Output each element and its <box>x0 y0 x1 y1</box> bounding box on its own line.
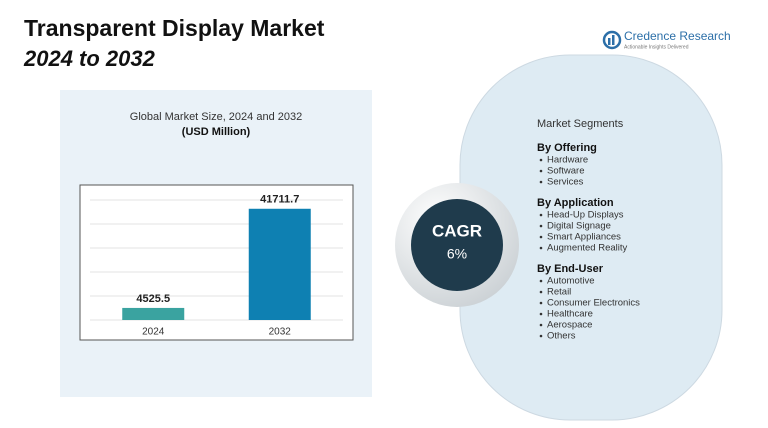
cagr-badge <box>411 199 503 291</box>
segment-item: Consumer Electronics <box>547 298 640 309</box>
bullet <box>539 323 543 327</box>
segment-item: Healthcare <box>547 309 593 320</box>
brand-name: Credence Research <box>624 29 731 43</box>
bullet <box>539 224 543 228</box>
bullet <box>539 290 543 294</box>
bar <box>248 208 311 320</box>
bullet <box>539 158 543 162</box>
bullet <box>539 334 543 338</box>
segment-item: Augmented Reality <box>547 243 628 254</box>
segment-item: Others <box>547 331 576 342</box>
cagr-value: 6% <box>447 246 467 262</box>
segment-item: Automotive <box>547 276 595 287</box>
x-tick-label: 2032 <box>269 327 292 338</box>
bullet <box>539 301 543 305</box>
bullet <box>539 246 543 250</box>
data-label: 41711.7 <box>260 194 299 206</box>
chart-title: Global Market Size, 2024 and 2032 <box>130 111 302 123</box>
segment-item: Software <box>547 166 585 177</box>
segment-item: Head-Up Displays <box>547 210 624 221</box>
segment-item: Retail <box>547 287 571 298</box>
data-label: 4525.5 <box>136 293 170 305</box>
bullet <box>539 180 543 184</box>
segment-heading: By End-User <box>537 263 604 275</box>
segment-item: Services <box>547 177 584 188</box>
bullet <box>539 235 543 239</box>
segment-item: Smart Appliances <box>547 232 621 243</box>
bullet <box>539 279 543 283</box>
bullet <box>539 169 543 173</box>
plot-frame <box>79 184 354 341</box>
chart-subtitle: (USD Million) <box>182 126 251 138</box>
segment-item: Digital Signage <box>547 221 611 232</box>
bullet <box>539 312 543 316</box>
page-subtitle: 2024 to 2032 <box>23 46 156 71</box>
segment-heading: By Application <box>537 197 614 209</box>
brand-tagline: Actionable Insights Delivered <box>624 44 689 50</box>
segment-heading: By Offering <box>537 142 597 154</box>
bar <box>122 307 185 320</box>
segment-item: Hardware <box>547 155 588 166</box>
bullet <box>539 213 543 217</box>
x-tick-label: 2024 <box>142 327 165 338</box>
logo: Credence Research Actionable Insights De… <box>602 29 731 50</box>
cagr-label: CAGR <box>432 221 482 240</box>
page-title: Transparent Display Market <box>24 15 325 41</box>
segment-item: Aerospace <box>547 320 592 331</box>
segments-title: Market Segments <box>537 118 624 130</box>
